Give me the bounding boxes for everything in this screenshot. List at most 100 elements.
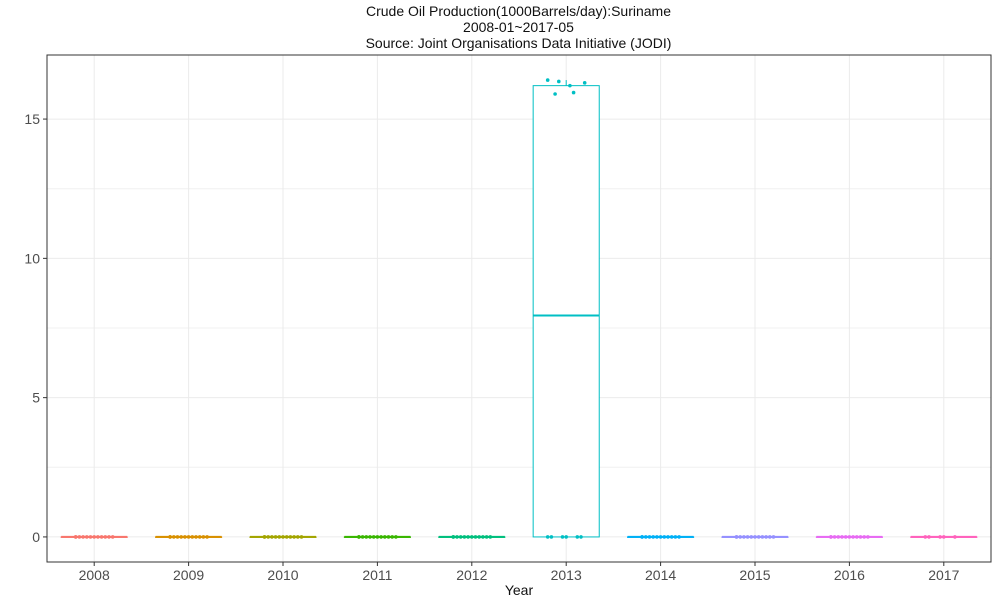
y-axis: 0 5 10 15	[24, 111, 47, 545]
data-point	[368, 535, 372, 539]
data-point	[288, 535, 293, 539]
data-point	[662, 535, 667, 539]
data-point	[858, 535, 863, 539]
data-point	[281, 535, 285, 539]
data-point	[462, 535, 467, 539]
data-point	[866, 535, 870, 539]
data-point	[201, 535, 206, 539]
data-point	[768, 535, 772, 539]
data-point	[357, 535, 361, 539]
data-point	[658, 535, 663, 539]
data-point	[847, 535, 852, 539]
data-point	[673, 535, 678, 539]
data-point	[190, 535, 195, 539]
data-point	[862, 535, 867, 539]
y-tick-label: 15	[24, 111, 40, 127]
data-point	[734, 535, 739, 539]
data-point	[481, 535, 485, 539]
data-point	[183, 535, 187, 539]
data-point	[832, 535, 837, 539]
points-2008	[73, 535, 115, 539]
data-point	[923, 535, 928, 539]
box-body	[532, 85, 600, 538]
data-point	[564, 535, 568, 539]
data-point	[488, 535, 493, 539]
data-point	[749, 535, 754, 539]
y-tick-label: 5	[32, 390, 40, 406]
data-point	[942, 535, 946, 539]
data-point	[107, 535, 111, 539]
data-point	[669, 535, 674, 539]
data-point	[927, 535, 931, 539]
data-point	[371, 535, 376, 539]
data-point	[651, 535, 655, 539]
x-tick-label: 2014	[645, 567, 676, 583]
x-tick-label: 2015	[739, 567, 770, 583]
data-point	[829, 535, 833, 539]
data-point	[186, 535, 191, 539]
data-point	[549, 535, 554, 539]
data-point	[571, 90, 576, 95]
data-point	[296, 535, 300, 539]
data-point	[855, 535, 859, 539]
data-point	[938, 535, 942, 539]
data-point	[455, 535, 459, 539]
points-2014	[640, 535, 681, 539]
chart-titles: Crude Oil Production(1000Barrels/day):Su…	[0, 3, 1000, 51]
data-point	[262, 535, 267, 539]
data-point	[273, 535, 278, 539]
data-point	[110, 535, 115, 539]
data-point	[640, 535, 644, 539]
y-tick-label: 10	[24, 250, 40, 266]
points-2011	[357, 535, 398, 539]
points-2015	[734, 535, 776, 539]
data-point	[73, 535, 78, 539]
data-point	[88, 535, 93, 539]
chart-title: Crude Oil Production(1000Barrels/day):Su…	[365, 3, 672, 19]
data-point	[545, 78, 550, 82]
x-tick-label: 2008	[79, 567, 110, 583]
data-point	[575, 535, 580, 539]
points-2017	[923, 535, 957, 539]
x-tick-label: 2012	[456, 567, 487, 583]
data-point	[643, 535, 648, 539]
boxes-layer	[60, 80, 978, 538]
data-point	[655, 535, 659, 539]
data-point	[545, 535, 550, 539]
data-point	[292, 535, 296, 539]
data-point	[851, 535, 855, 539]
data-point	[953, 535, 957, 539]
data-point	[92, 535, 96, 539]
data-point	[843, 535, 848, 539]
data-point	[103, 535, 108, 539]
x-tick-label: 2013	[551, 567, 582, 583]
points-2010	[262, 535, 304, 539]
box-2013	[532, 80, 600, 538]
chart-caption: Source: Joint Organisations Data Initiat…	[365, 35, 672, 51]
data-point	[458, 535, 463, 539]
data-point	[553, 92, 557, 96]
data-point	[560, 535, 565, 539]
data-point	[168, 535, 172, 539]
data-point	[194, 535, 198, 539]
data-point	[556, 79, 561, 84]
data-point	[756, 535, 761, 539]
data-point	[394, 535, 398, 539]
x-axis: 2008 2009 2010 2011 2012 2013 2014 2015 2016 2017	[79, 562, 960, 583]
data-point	[360, 535, 365, 539]
points-layer	[73, 78, 957, 539]
points-2009	[168, 535, 209, 539]
data-point	[677, 535, 681, 539]
data-point	[84, 535, 89, 539]
data-point	[390, 535, 395, 539]
y-tick-label: 0	[32, 529, 40, 545]
data-point	[266, 535, 270, 539]
data-point	[745, 535, 750, 539]
data-point	[753, 535, 757, 539]
points-2012	[451, 535, 493, 539]
data-point	[738, 535, 742, 539]
data-point	[205, 535, 209, 539]
x-tick-label: 2010	[267, 567, 298, 583]
x-tick-label: 2016	[834, 567, 865, 583]
